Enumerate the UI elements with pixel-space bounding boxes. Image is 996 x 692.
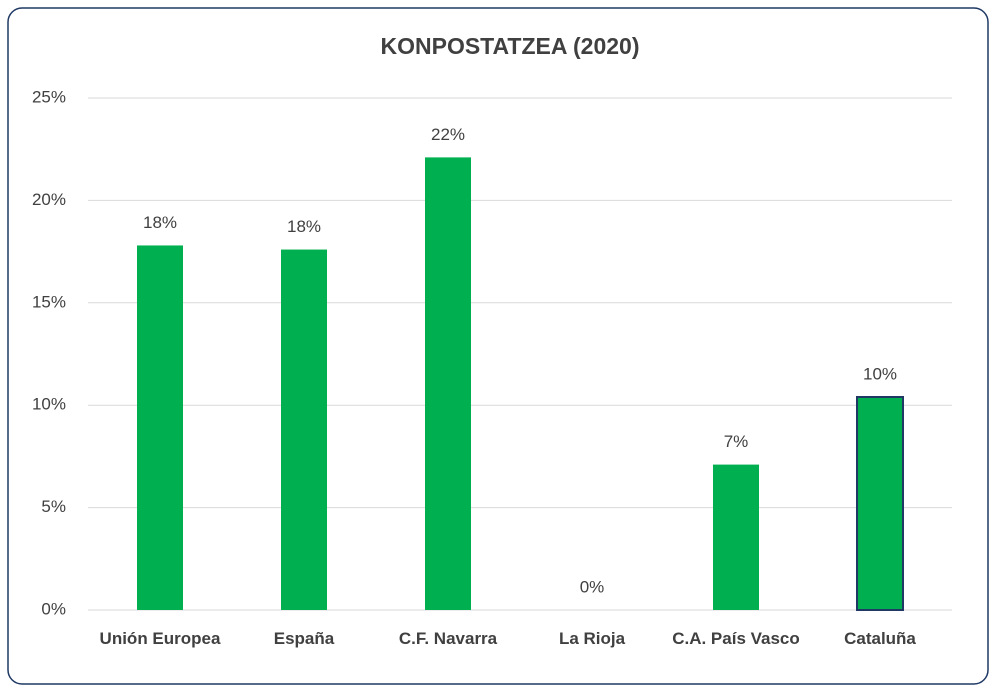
y-tick-label: 20% — [32, 190, 66, 209]
value-label: 0% — [580, 577, 605, 596]
x-tick-label: España — [273, 629, 335, 648]
value-label: 7% — [724, 432, 749, 451]
y-tick-label: 25% — [32, 87, 66, 106]
value-label: 18% — [143, 213, 177, 232]
value-label: 10% — [863, 364, 897, 383]
y-tick-label: 0% — [41, 599, 66, 618]
value-label: 22% — [431, 125, 465, 144]
x-tick-label: Cataluña — [844, 629, 916, 648]
bar — [281, 249, 327, 610]
x-tick-label: C.F. Navarra — [398, 629, 498, 648]
bar — [856, 396, 904, 611]
x-tick-label: Unión Europea — [99, 629, 221, 648]
chart-title: KONPOSTATZEA (2020) — [381, 33, 640, 59]
x-tick-label: La Rioja — [558, 629, 626, 648]
y-tick-label: 10% — [32, 395, 66, 414]
y-tick-label: 5% — [41, 497, 66, 516]
bar — [713, 464, 759, 610]
bar — [425, 157, 471, 610]
x-tick-label: C.A. País Vasco — [672, 629, 800, 648]
value-label: 18% — [287, 217, 321, 236]
y-tick-label: 15% — [32, 292, 66, 311]
bar — [137, 245, 183, 610]
